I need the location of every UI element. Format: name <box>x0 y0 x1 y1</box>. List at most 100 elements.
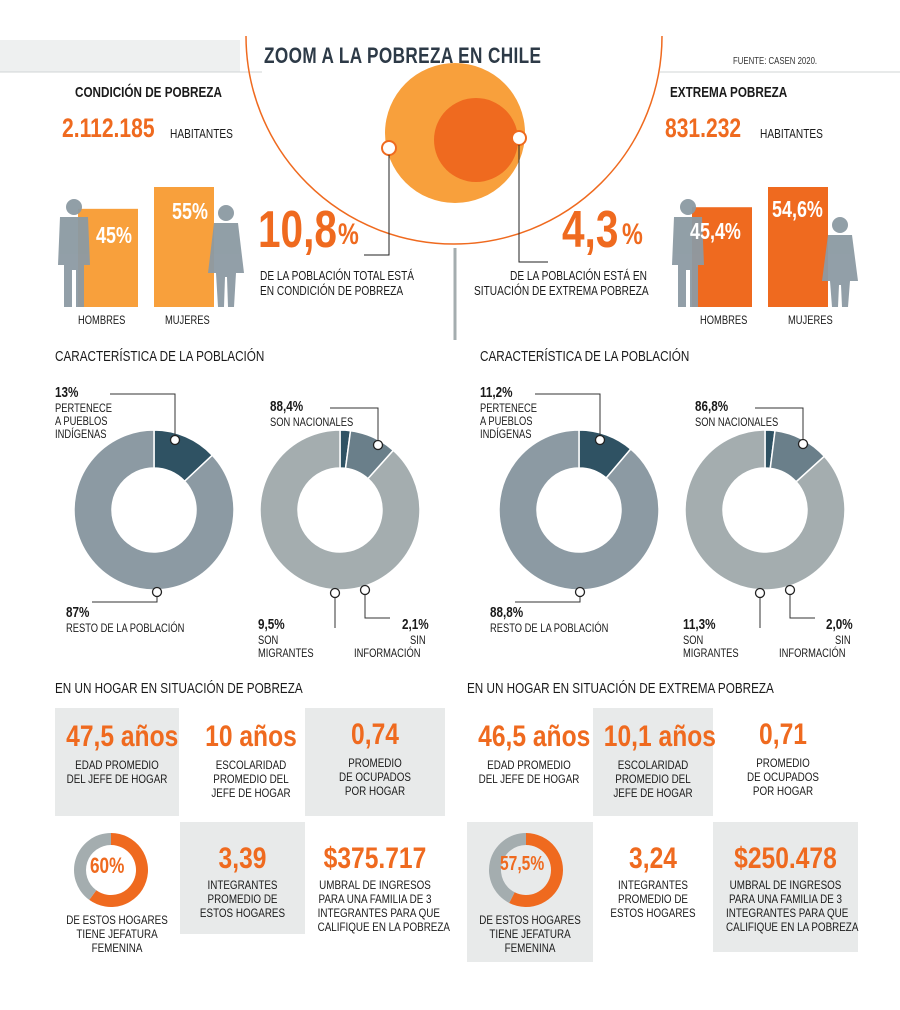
extreme-share-sign: % <box>622 218 643 251</box>
poverty-employed-desc-3: POR HOGAR <box>344 784 406 798</box>
extreme-unit: HABITANTES <box>760 126 823 141</box>
extreme-school-box: 10,1 años ESCOLARIDAD PROMEDIO DEL JEFE … <box>593 708 716 816</box>
nationals-dot <box>797 438 809 450</box>
extreme-members-desc-3: ESTOS HOGARES <box>610 906 696 920</box>
poverty-total-row: 2.112.185 <box>62 113 181 144</box>
poverty-threshold-box: $375.717 UMBRAL DE INGRESOS PARA UNA FAM… <box>305 822 450 952</box>
poverty-indig-pct: 13% <box>55 384 79 401</box>
slice-nationals <box>684 429 846 591</box>
extreme-members-desc-1: INTEGRANTES <box>618 878 688 892</box>
poverty-heading: CONDICIÓN DE POBREZA <box>75 84 222 101</box>
poverty-nat-label: SON NACIONALES <box>270 415 354 429</box>
extreme-share-value: 4,3 <box>562 201 619 259</box>
poverty-female-desc-3: FEMENINA <box>91 941 143 955</box>
poverty-indig-label-2: A PUEBLOS <box>55 414 108 428</box>
migrants-dot <box>329 587 341 599</box>
poverty-unit: HABITANTES <box>170 126 233 141</box>
inner-orange-circle <box>434 98 518 182</box>
extreme-female-donut <box>489 833 563 907</box>
extreme-employed-desc-3: POR HOGAR <box>752 784 814 798</box>
poverty-threshold-desc-3: INTEGRANTES PARA QUE <box>317 906 440 920</box>
poverty-nat-pct: 88,4% <box>270 398 304 415</box>
poverty-age-desc-1: EDAD PROMEDIO <box>75 758 159 772</box>
poverty-threshold-desc-2: PARA UNA FAMILIA DE 3 <box>318 892 432 906</box>
header-graphic <box>0 35 900 340</box>
poverty-school-desc-2: PROMEDIO DEL <box>213 772 289 786</box>
extreme-indig-label-3: INDÍGENAS <box>480 427 532 441</box>
poverty-members: 3,39 <box>218 842 267 875</box>
extreme-threshold-desc-1: UMBRAL DE INGRESOS <box>729 878 842 892</box>
extreme-nat-label: SON NACIONALES <box>695 415 779 429</box>
poverty-noinfo-pct: 2,1% <box>402 616 429 633</box>
poverty-total: 2.112.185 <box>62 113 155 143</box>
extreme-indig-pct: 11,2% <box>480 384 513 401</box>
extreme-women-label: MUJERES <box>788 313 833 327</box>
extreme-school-desc-2: PROMEDIO DEL <box>615 772 691 786</box>
poverty-members-desc-2: PROMEDIO DE <box>207 892 278 906</box>
extreme-rest-label: RESTO DE LA POBLACIÓN <box>490 621 609 635</box>
extreme-members-box: 3,24 INTEGRANTES PROMEDIO DE ESTOS HOGAR… <box>593 822 713 934</box>
women-bar <box>154 187 214 307</box>
extreme-female-desc-3: FEMENINA <box>504 941 556 955</box>
extreme-threshold-desc-3: INTEGRANTES PARA QUE <box>726 906 849 920</box>
poverty-threshold-desc-1: UMBRAL DE INGRESOS <box>319 878 431 892</box>
extreme-mig-pct: 11,3% <box>683 616 716 633</box>
poverty-share-sign: % <box>338 218 359 251</box>
extreme-age-box: 46,5 años EDAD PROMEDIO DEL JEFE DE HOGA… <box>467 708 591 816</box>
extreme-women-pct: 54,6% <box>772 196 823 222</box>
left-connector-dot <box>381 140 397 156</box>
poverty-female-box: DE ESTOS HOGARES TIENE JEFATURA FEMENINA <box>55 822 179 962</box>
extreme-nat-pct: 86,8% <box>695 398 729 415</box>
extreme-female-box: DE ESTOS HOGARES TIENE JEFATURA FEMENINA <box>467 822 593 962</box>
extreme-threshold-box: $250.478 UMBRAL DE INGRESOS PARA UNA FAM… <box>713 822 858 952</box>
indigenous-dot <box>169 434 181 446</box>
slice-nationals <box>259 429 421 591</box>
poverty-members-box: 3,39 INTEGRANTES PROMEDIO DE ESTOS HOGAR… <box>180 822 305 934</box>
poverty-age-desc-2: DEL JEFE DE HOGAR <box>66 772 168 786</box>
poverty-rest-label: RESTO DE LA POBLACIÓN <box>66 621 185 635</box>
slice-other <box>73 833 111 900</box>
poverty-women-label: MUJERES <box>165 313 210 327</box>
poverty-mig-pct: 9,5% <box>258 616 285 633</box>
poverty-noinfo-label-2: INFORMACIÓN <box>354 646 421 660</box>
source-note: FUENTE: CASEN 2020. <box>733 56 818 67</box>
woman-silhouette-icon <box>822 217 858 307</box>
extreme-char-heading: CARACTERÍSTICA DE LA POBLACIÓN <box>480 348 690 365</box>
poverty-share-value: 10,8 <box>258 201 337 259</box>
extreme-members-desc-2: PROMEDIO DE <box>618 892 688 906</box>
page-title: ZOOM A LA POBREZA EN CHILE <box>264 43 542 68</box>
nationals-dot <box>372 439 384 451</box>
migrants-dot <box>754 587 766 599</box>
extreme-mig-label-2: MIGRANTES <box>683 646 739 660</box>
slice-female-head <box>509 833 563 907</box>
man-silhouette-icon <box>672 199 704 307</box>
poverty-share: 10,8 <box>258 200 359 260</box>
poverty-char-heading: CARACTERÍSTICA DE LA POBLACIÓN <box>55 348 265 365</box>
extreme-home-heading: EN UN HOGAR EN SITUACIÓN DE EXTREMA POBR… <box>467 680 774 697</box>
poverty-women-pct: 55% <box>172 198 208 224</box>
poverty-school: 10 años <box>205 720 297 753</box>
extreme-members: 3,24 <box>629 842 677 875</box>
poverty-mig-label-1: SON <box>258 633 279 647</box>
leader-lines <box>92 393 815 628</box>
extreme-share-desc-2: SITUACIÓN DE EXTREMA POBREZA <box>474 283 649 298</box>
extreme-age-desc-1: EDAD PROMEDIO <box>487 758 571 772</box>
poverty-rest-pct: 87% <box>66 604 90 621</box>
no-info-dot <box>359 584 371 596</box>
extreme-employed: 0,71 <box>759 718 807 751</box>
extreme-employed-box: 0,71 PROMEDIO DE OCUPADOS POR HOGAR <box>713 708 853 816</box>
slice-other <box>489 833 526 903</box>
extreme-employed-desc-1: PROMEDIO <box>756 756 810 770</box>
extreme-share-desc-1: DE LA POBLACIÓN ESTÁ EN <box>510 268 647 283</box>
slice-rest <box>73 429 235 591</box>
indigenous-dot <box>594 434 606 446</box>
extreme-heading: EXTREMA POBREZA <box>670 84 788 101</box>
extreme-age: 46,5 años <box>478 720 591 753</box>
poverty-threshold: $375.717 <box>323 842 427 875</box>
poverty-female-pct: 60% <box>90 853 125 878</box>
poverty-female-desc-1: DE ESTOS HOGARES <box>66 913 168 927</box>
poverty-employed: 0,74 <box>351 718 399 751</box>
poverty-members-desc-1: INTEGRANTES <box>207 878 278 892</box>
poverty-gender-bars <box>58 187 244 307</box>
poverty-noinfo-label-1: SIN <box>410 633 426 647</box>
